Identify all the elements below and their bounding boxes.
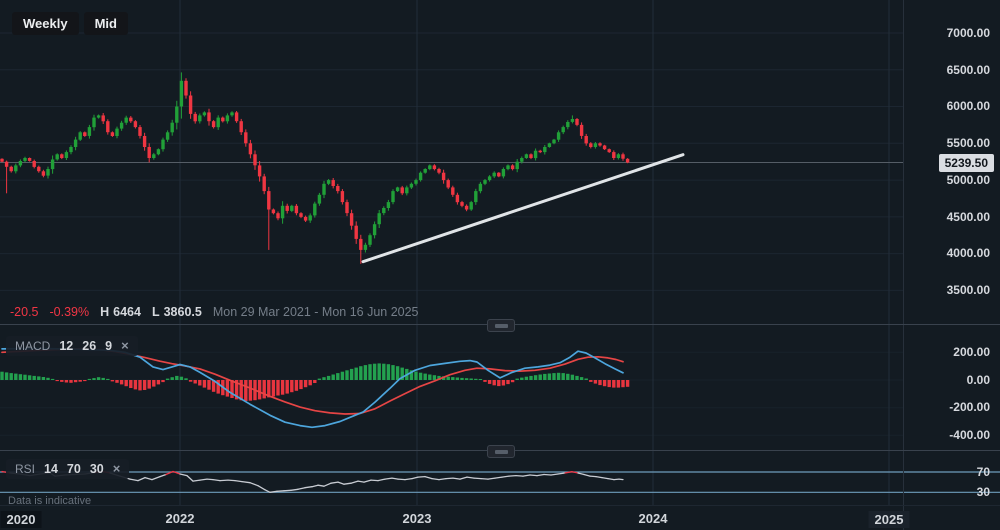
macd-param-slow: 26 (82, 339, 97, 353)
year-label-2025: 2025 (868, 511, 910, 528)
price-tick-6500: 6500.00 (946, 63, 990, 77)
price-tick-5500: 5500.00 (946, 136, 990, 150)
rsi-param-length: 14 (44, 462, 58, 476)
pane-divider-handle[interactable] (487, 319, 515, 332)
rsi-indicator-name: RSI (15, 462, 36, 476)
macd-indicator-name: MACD (15, 339, 51, 353)
price-tick-4500: 4500.00 (946, 210, 990, 224)
chart-toolbar: Weekly Mid (12, 12, 128, 35)
rsi-remove-button[interactable]: × (112, 461, 121, 476)
year-label-2023: 2023 (402, 511, 432, 526)
macd-legend: MACD 12 26 9 × (6, 336, 138, 356)
low-value: 3860.5 (163, 305, 202, 319)
low-label: L (151, 305, 160, 319)
high-label: H (100, 305, 110, 319)
year-label-2020: 2020 (0, 511, 42, 528)
macd-tick-neg200: -200.00 (949, 400, 990, 414)
price-tick-4000: 4000.00 (946, 246, 990, 260)
macd-param-signal: 9 (105, 339, 113, 353)
macd-tick-200: 200.00 (953, 345, 990, 359)
price-tick-7000: 7000.00 (946, 26, 990, 40)
price-axis-separator[interactable] (903, 0, 904, 530)
time-axis-separator (0, 505, 1000, 506)
change-value: -20.5 (10, 305, 39, 319)
price-source-mid-button[interactable]: Mid (83, 12, 128, 35)
date-range: Mon 29 Mar 2021 - Mon 16 Jun 2025 (212, 305, 419, 319)
macd-tick-0: 0.00 (966, 373, 990, 387)
pane-divider-handle[interactable] (487, 445, 515, 458)
interval-weekly-button[interactable]: Weekly (12, 12, 79, 35)
rsi-tick-70: 70 (976, 465, 990, 479)
divider-grip-icon (494, 449, 508, 454)
change-percent: -0.39% (49, 305, 90, 319)
last-price-label: 5239.50 (938, 154, 994, 172)
rsi-tick-30: 30 (976, 485, 990, 499)
macd-tick-neg400: -400.00 (949, 428, 990, 442)
macd-remove-button[interactable]: × (121, 338, 129, 353)
data-indicative-note: Data is indicative (8, 495, 92, 507)
price-tick-6000: 6000.00 (946, 99, 990, 113)
year-label-2022: 2022 (165, 511, 195, 526)
price-tick-3500: 3500.00 (946, 283, 990, 297)
divider-grip-icon (494, 323, 508, 328)
macd-param-fast: 12 (59, 339, 74, 353)
rsi-legend: RSI 14 70 30 × (6, 459, 130, 479)
price-tick-5000: 5000.00 (946, 173, 990, 187)
rsi-param-upper: 70 (66, 462, 81, 476)
rsi-param-lower: 30 (89, 462, 104, 476)
high-value: 6464 (113, 305, 141, 319)
year-label-2024: 2024 (638, 511, 668, 526)
status-line: -20.5 -0.39% H 6464 L 3860.5 Mon 29 Mar … (10, 305, 419, 319)
